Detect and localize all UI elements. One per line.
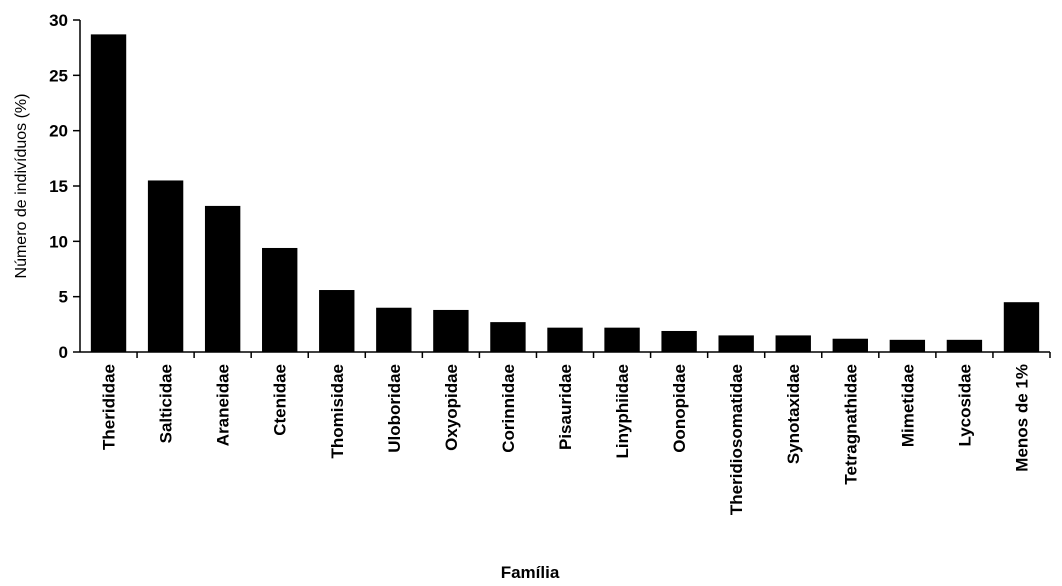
x-tick-label: Therididae	[100, 364, 119, 450]
x-axis-title: Família	[501, 563, 560, 582]
x-tick-label: Thomisidae	[328, 364, 347, 458]
bar-araneidae	[204, 205, 241, 352]
bar-menos-de-1-	[1003, 302, 1040, 352]
bar-therididae	[90, 34, 127, 353]
bar-mimetidae	[889, 339, 926, 352]
x-tick-label: Oxyopidae	[442, 364, 461, 451]
y-axis-ticks: 0 5 10 15 20 25 30	[49, 11, 80, 362]
x-tick-label: Tetragnathidae	[841, 364, 860, 485]
bars	[90, 34, 1040, 353]
x-tick-label: Araneidae	[214, 364, 233, 446]
bar-oonopidae	[661, 330, 697, 352]
x-tick-label: Uloboridae	[385, 364, 404, 453]
y-axis-title: Número de indivíduos (%)	[13, 94, 30, 279]
x-tick-label: Oonopidae	[670, 364, 689, 453]
x-tick-label: Pisauridae	[556, 364, 575, 450]
bar-thomisidae	[319, 290, 355, 352]
bar-oxyopidae	[433, 309, 469, 352]
bar-linyphiidae	[604, 327, 640, 352]
y-tick-label: 10	[49, 232, 68, 251]
bar-uloboridae	[376, 307, 412, 352]
x-tick-label: Corinnidae	[499, 364, 518, 453]
x-tick-label: Theridiosomatidae	[727, 364, 746, 515]
x-axis-ticks: Therididae Salticidae Araneidae Ctenidae Tho…	[100, 352, 1051, 515]
bar-theridiosomatidae	[718, 335, 754, 352]
bar-ctenidae	[262, 247, 298, 352]
bar-tetragnathidae	[832, 338, 868, 352]
x-tick-label: Synotaxidae	[784, 364, 803, 464]
y-tick-label: 20	[49, 122, 68, 141]
y-tick-label: 15	[49, 177, 68, 196]
y-tick-label: 5	[59, 288, 68, 307]
bar-lycosidae	[946, 339, 983, 352]
y-tick-label: 0	[59, 343, 68, 362]
y-tick-label: 25	[49, 66, 68, 85]
x-tick-label: Menos de 1%	[1012, 364, 1031, 472]
x-tick-label: Linyphiidae	[613, 364, 632, 458]
x-tick-label: Salticidae	[157, 364, 176, 443]
y-tick-label: 30	[49, 11, 68, 30]
x-tick-label: Mimetidae	[898, 364, 917, 447]
bar-synotaxidae	[775, 335, 811, 352]
bar-corinnidae	[490, 322, 526, 352]
x-tick-label: Lycosidae	[955, 364, 974, 447]
bar-salticidae	[147, 180, 184, 352]
x-tick-label: Ctenidae	[271, 364, 290, 436]
bar-pisauridae	[547, 327, 583, 352]
